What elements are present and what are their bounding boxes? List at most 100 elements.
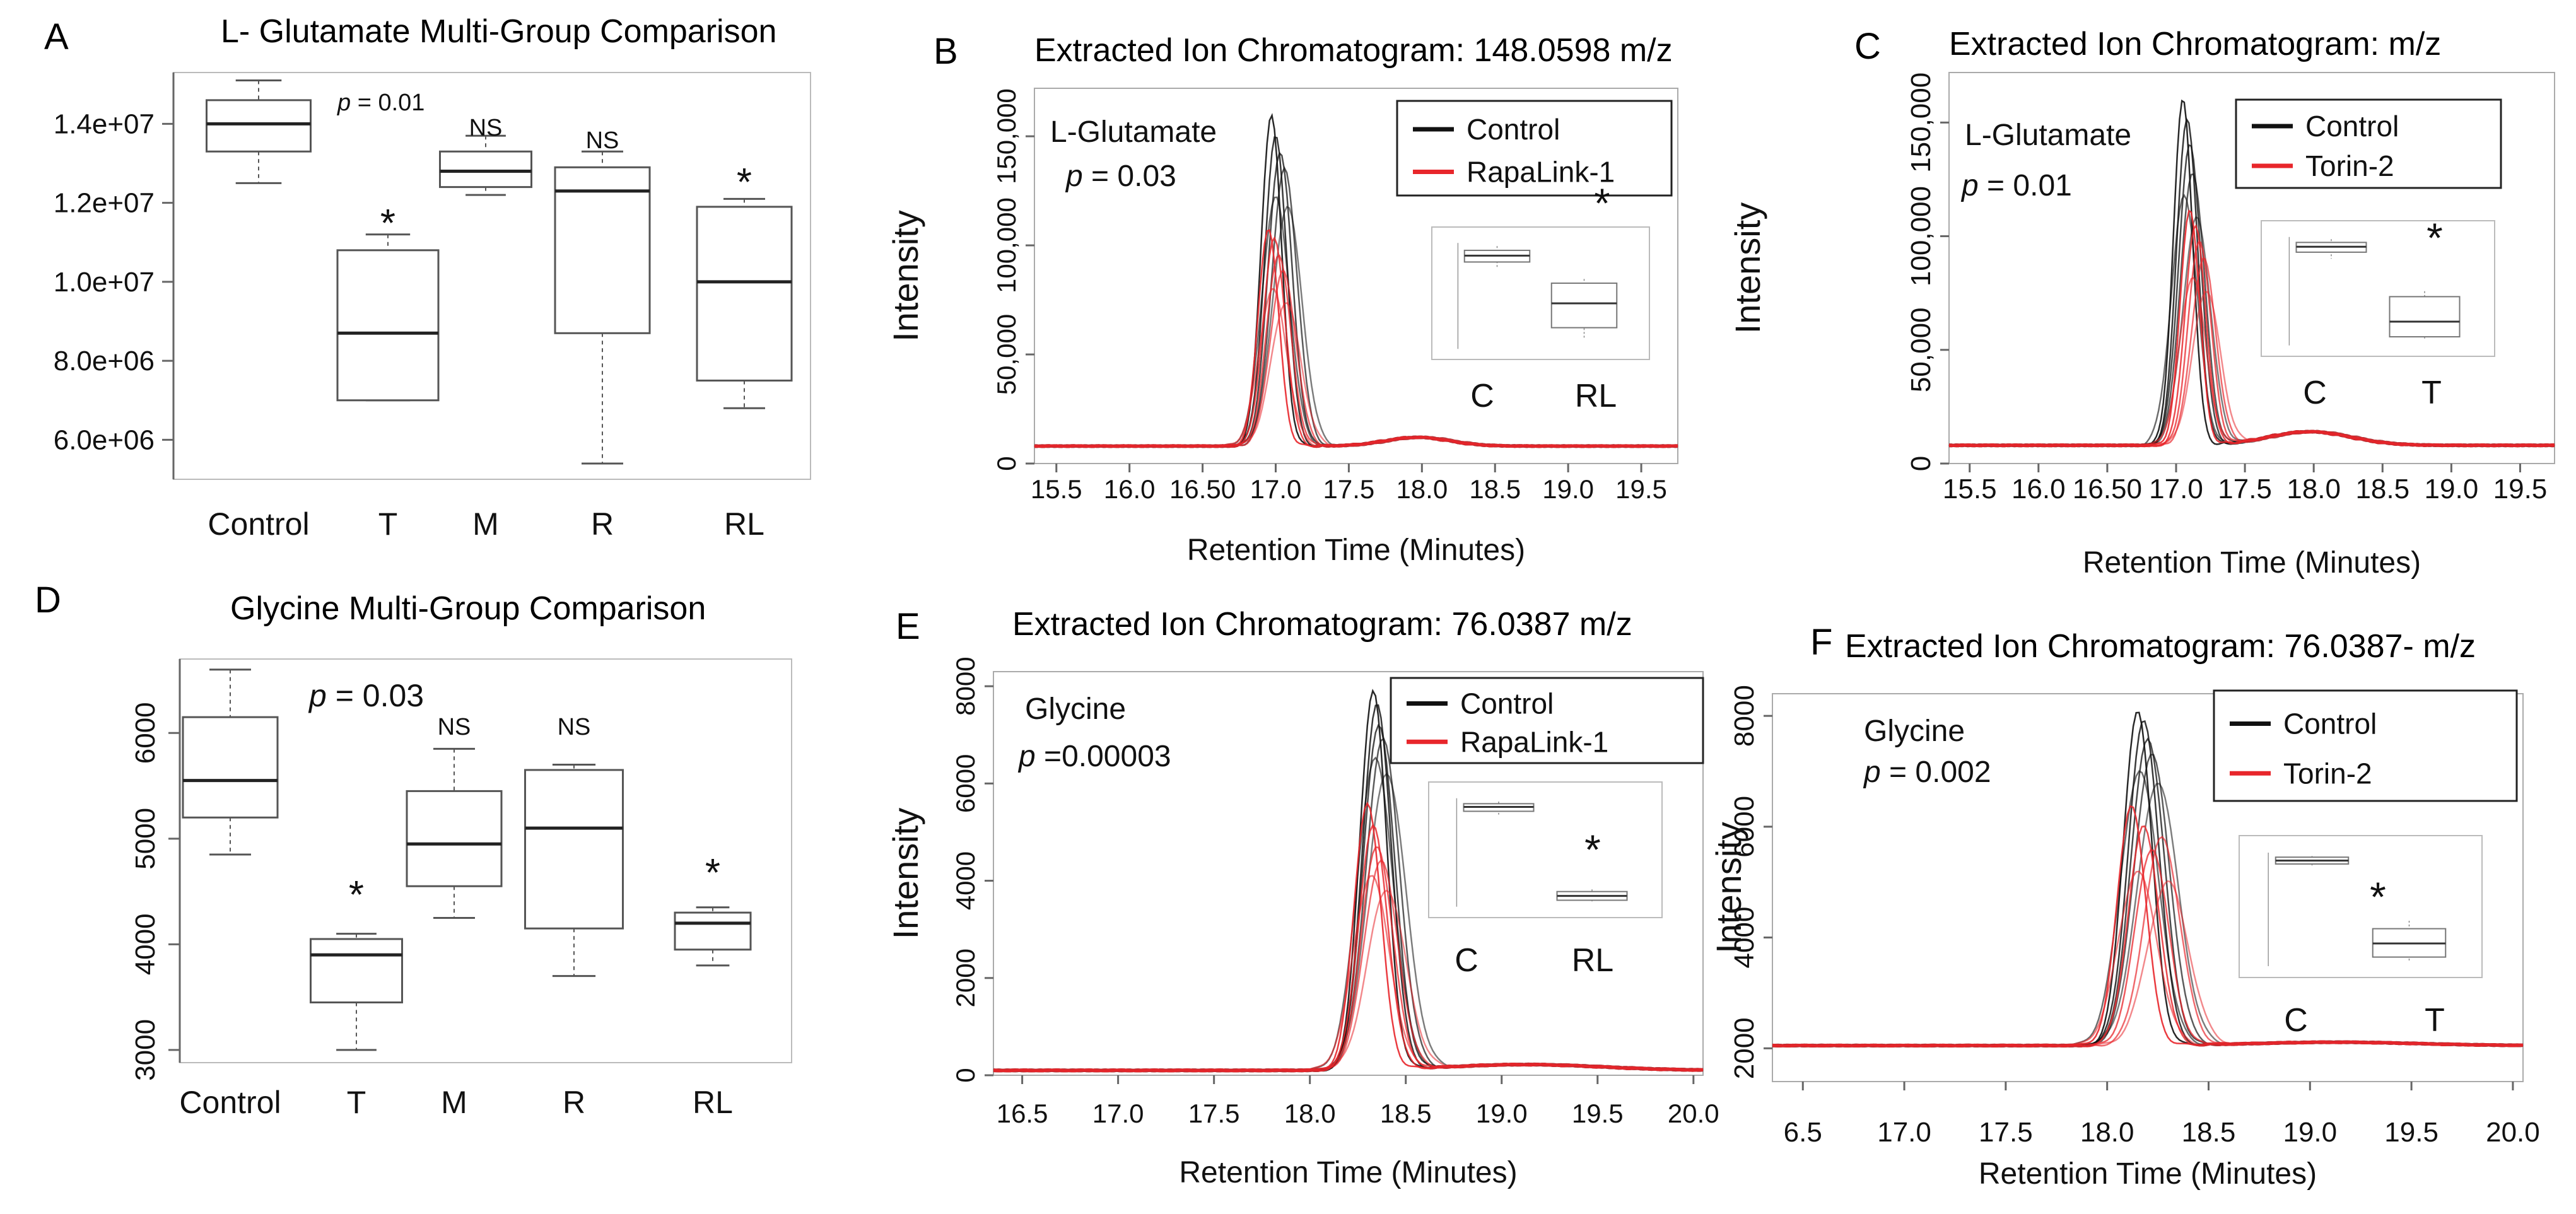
inset-significance-b: * — [1594, 180, 1610, 226]
panel-title-e: Extracted Ion Chromatogram: 76.0387 m/z — [1012, 606, 1632, 643]
x-tick-label: 17.5 — [1323, 474, 1375, 504]
x-tick-label: 19.0 — [2283, 1117, 2337, 1148]
y-tick-label: 50,000 — [1906, 307, 1936, 392]
y-tick-label: 6000 — [130, 702, 161, 764]
x-tick-label: 19.0 — [1542, 474, 1594, 504]
x-tick-label: 17.5 — [1979, 1117, 2033, 1148]
legend-label-treatment: Torin-2 — [2305, 149, 2394, 182]
legend-label-control: Control — [1467, 113, 1560, 146]
y-tick-label: 4000 — [1729, 907, 1760, 969]
y-axis-label-f: Intensity — [1709, 822, 1748, 954]
compound-label-c: L-Glutamate — [1965, 119, 2131, 152]
compound-label-e: Glycine — [1025, 692, 1126, 726]
p-value-c: p = 0.01 — [1960, 169, 2072, 202]
x-tick-label: 19.5 — [1572, 1099, 1624, 1128]
box-rl-iqr — [696, 206, 793, 382]
trace-treatment-5 — [1772, 870, 2524, 1048]
y-tick-label: 8000 — [1729, 685, 1760, 747]
category-label-m: M — [441, 1085, 467, 1120]
panel-label-e: E — [896, 606, 920, 647]
inset-significance-f: * — [2370, 873, 2386, 920]
x-tick-label: 19.5 — [2384, 1117, 2438, 1148]
plot-frame-b — [1034, 88, 1678, 464]
trace-treatment-6 — [1948, 291, 2555, 448]
category-label-r: R — [563, 1085, 585, 1120]
legend-box-c — [2235, 98, 2502, 189]
y-tick-label: 0 — [992, 456, 1021, 470]
inset-box-t-iqr — [2389, 296, 2461, 338]
inset-label-rl: RL — [1575, 378, 1617, 414]
category-label-r: R — [591, 506, 614, 542]
box-t-iqr — [310, 938, 403, 1004]
x-tick-label: 18.5 — [2182, 1117, 2236, 1148]
plot-frame-c — [1948, 72, 2555, 464]
box-m-iqr — [406, 790, 503, 887]
box-rl-iqr — [674, 911, 752, 951]
y-tick-label: 2000 — [951, 948, 980, 1007]
x-tick-label: 19.5 — [2493, 474, 2548, 505]
y-tick-label: 4000 — [130, 913, 161, 975]
p-value-b: p = 0.03 — [1065, 160, 1176, 193]
significance-t: * — [349, 873, 364, 917]
x-tick-label: 18.5 — [1380, 1099, 1432, 1128]
y-tick-label: 100,000 — [992, 197, 1021, 293]
y-tick-label: 50,000 — [992, 314, 1021, 395]
x-tick-label: 19.5 — [1615, 474, 1667, 504]
inset-label-c: C — [1470, 378, 1494, 414]
y-tick-label: 5000 — [130, 808, 161, 870]
legend-box-b — [1396, 100, 1673, 197]
plot-frame-e — [993, 671, 1704, 1076]
panel-title-d: Glycine Multi-Group Comparison — [230, 590, 706, 627]
x-tick-label: 15.5 — [1943, 474, 1997, 505]
x-tick-label: 16.50 — [2073, 474, 2142, 505]
y-tick-label: 150,000 — [1906, 73, 1936, 173]
y-tick-label: 4000 — [951, 851, 980, 910]
y-tick-label: 0 — [1906, 456, 1936, 471]
x-axis-label-f: Retention Time (Minutes) — [1979, 1157, 2317, 1191]
legend-label-control: Control — [2305, 110, 2399, 143]
y-tick-label: 8000 — [951, 657, 980, 715]
inset-label-t: T — [2421, 375, 2442, 411]
legend-box-e — [1390, 677, 1704, 764]
x-tick-label: 17.0 — [1250, 474, 1302, 504]
y-tick-label: 150,000 — [992, 88, 1021, 184]
panel-title-c: Extracted Ion Chromatogram: m/z — [1949, 26, 2442, 62]
panel-label-c: C — [1854, 26, 1881, 67]
legend-label-control: Control — [2283, 708, 2377, 740]
y-tick-label: 1.2e+07 — [54, 188, 155, 219]
trace-treatment-6 — [1034, 301, 1678, 448]
plot-frame-f — [1772, 693, 2524, 1082]
legend-label-treatment: Torin-2 — [2283, 757, 2372, 790]
y-tick-label: 2000 — [1729, 1017, 1760, 1079]
y-axis-label-b: Intensity — [886, 210, 925, 342]
inset-significance-c: * — [2427, 214, 2443, 261]
x-axis-label-c: Retention Time (Minutes) — [2083, 546, 2421, 580]
panel-label-f: F — [1810, 622, 1833, 663]
p-value-f: p = 0.002 — [1863, 756, 1991, 789]
inset-box-rl-iqr — [1550, 283, 1618, 329]
category-label-control: Control — [208, 506, 309, 542]
x-tick-label: 17.0 — [1092, 1099, 1144, 1128]
y-tick-label: 6000 — [951, 754, 980, 813]
y-axis-label-c: Intensity — [1728, 202, 1767, 334]
trace-treatment-6 — [1772, 880, 2524, 1048]
x-tick-label: 16.5 — [997, 1099, 1048, 1128]
panel-label-a: A — [44, 16, 69, 57]
x-tick-label: 16.0 — [1104, 474, 1156, 504]
x-tick-label: 6.5 — [1784, 1117, 1822, 1148]
category-label-rl: RL — [724, 506, 764, 542]
p-value-a: p = 0.01 — [337, 90, 424, 116]
significance-m: NS — [438, 714, 471, 740]
significance-t: * — [380, 202, 395, 245]
x-tick-label: 17.5 — [1188, 1099, 1240, 1128]
category-label-m: M — [472, 506, 499, 542]
y-tick-label: 3000 — [130, 1019, 161, 1081]
box-control-iqr — [182, 716, 279, 819]
y-tick-label: 0 — [951, 1068, 980, 1082]
box-m-iqr — [439, 150, 532, 189]
y-tick-label: 100,000 — [1906, 186, 1936, 286]
x-tick-label: 18.0 — [2080, 1117, 2134, 1148]
trace-treatment-6 — [993, 889, 1704, 1073]
